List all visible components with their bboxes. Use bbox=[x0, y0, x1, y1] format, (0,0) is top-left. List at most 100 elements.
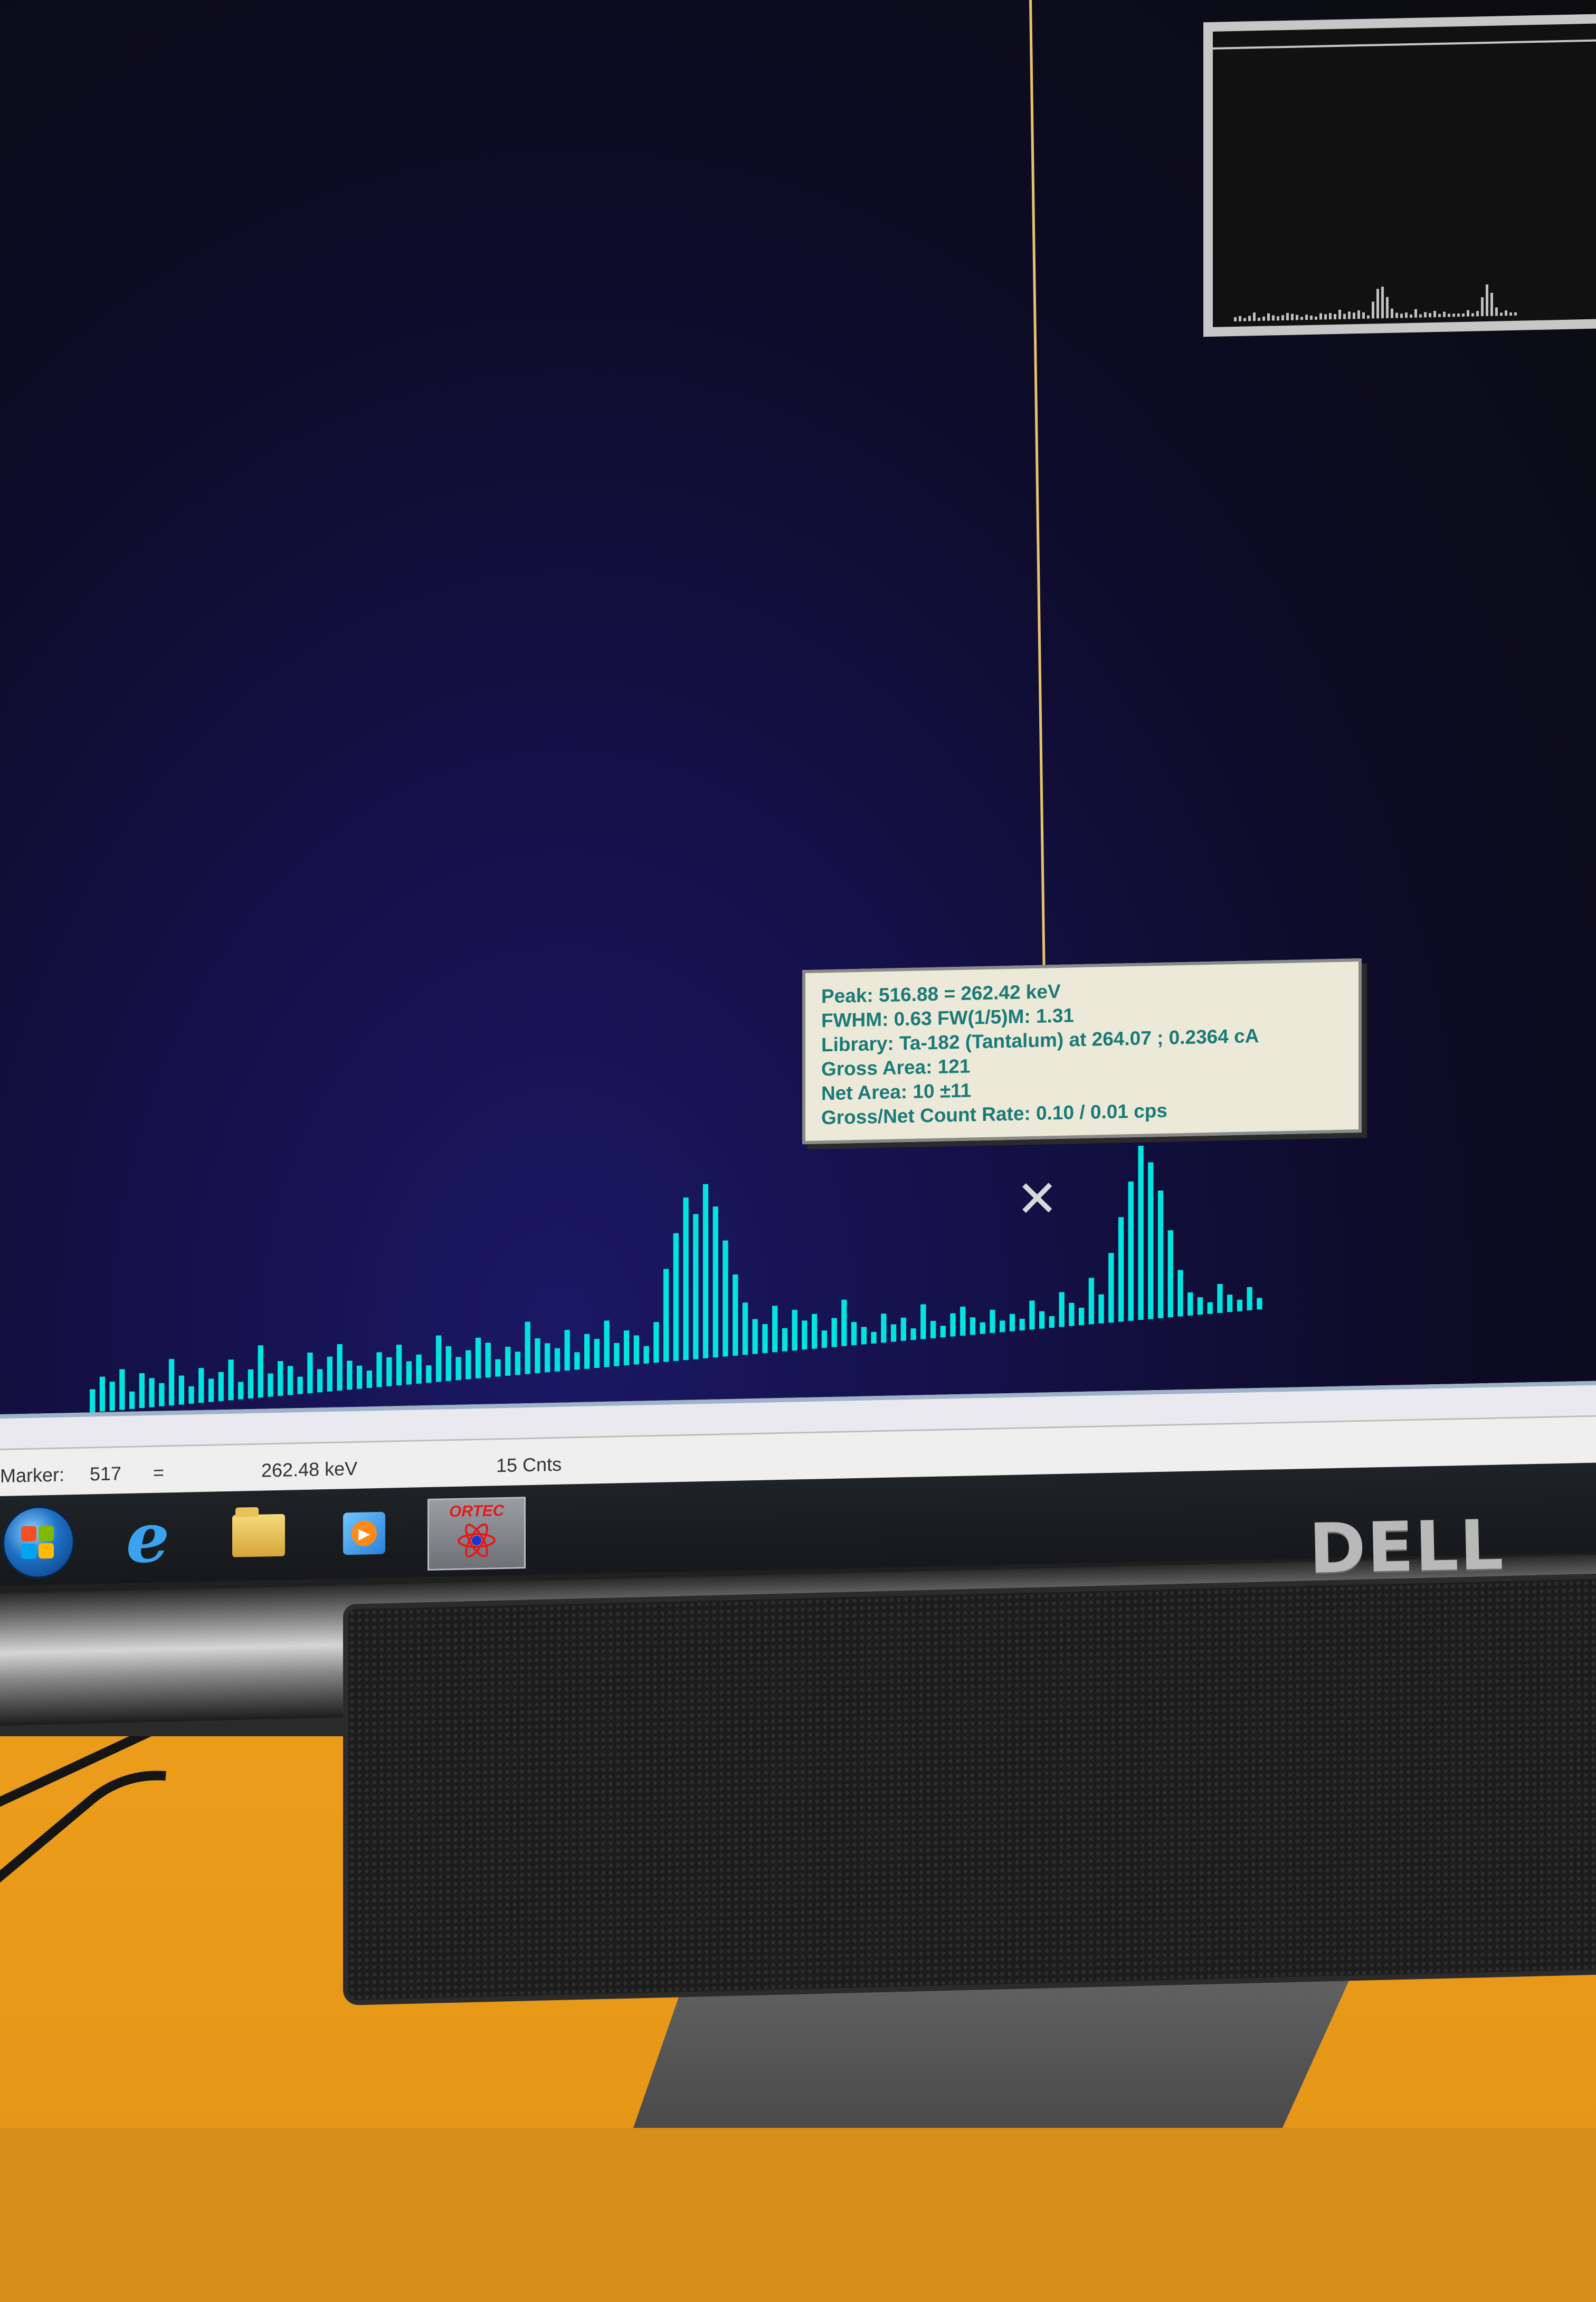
spectrum-bar bbox=[545, 1343, 550, 1373]
spectrum-bar bbox=[1039, 1311, 1045, 1329]
spectrum-bar bbox=[435, 1335, 442, 1382]
spectrum-bar bbox=[673, 1233, 679, 1361]
spectrum-bar bbox=[1078, 1307, 1085, 1326]
spectrum-bar bbox=[890, 1324, 897, 1342]
spectrum-bar bbox=[1059, 1292, 1065, 1327]
overview-bar bbox=[1414, 309, 1417, 318]
spectrum-bar bbox=[831, 1318, 837, 1347]
spectrum-bar bbox=[960, 1306, 966, 1336]
overview-bar bbox=[1239, 316, 1241, 321]
spectrum-bar bbox=[90, 1389, 96, 1413]
start-orb-icon[interactable] bbox=[2, 1505, 75, 1580]
overview-bar bbox=[1315, 316, 1317, 320]
media-player-icon[interactable]: ▶ bbox=[332, 1504, 396, 1563]
overview-bar bbox=[1329, 313, 1332, 320]
overview-bar bbox=[1372, 301, 1374, 319]
spectrum-bar bbox=[564, 1329, 570, 1371]
overview-bar bbox=[1514, 312, 1517, 316]
spectrum-bar bbox=[466, 1350, 471, 1380]
spectrum-bar bbox=[1098, 1294, 1104, 1324]
spectrum-bar bbox=[604, 1320, 610, 1367]
spectrum-bar bbox=[455, 1357, 461, 1381]
overview-bar bbox=[1262, 316, 1265, 321]
spectrum-bar bbox=[871, 1331, 877, 1344]
spectrum-bar bbox=[159, 1383, 165, 1406]
overview-bar bbox=[1443, 311, 1446, 317]
overview-bar bbox=[1438, 313, 1441, 317]
spectrum-bar bbox=[1157, 1190, 1164, 1318]
spectrum-bar bbox=[821, 1330, 827, 1348]
overview-bar bbox=[1386, 297, 1389, 318]
spectrum-bar bbox=[505, 1346, 511, 1376]
spectrum-bar bbox=[584, 1334, 590, 1369]
spectrum-bar bbox=[1227, 1295, 1233, 1312]
spectrum-bar bbox=[623, 1330, 630, 1366]
spectrum-bar bbox=[812, 1314, 818, 1349]
spectrum-bar bbox=[376, 1352, 382, 1387]
peak-info-tooltip: Peak: 516.88 = 262.42 keV FWHM: 0.63 FW(… bbox=[802, 958, 1362, 1145]
overview-bar bbox=[1310, 315, 1313, 320]
overview-bar bbox=[1419, 314, 1422, 318]
spectrum-bar bbox=[653, 1322, 659, 1363]
spectrum-bar bbox=[238, 1382, 244, 1400]
full-spectrum-overview[interactable] bbox=[1203, 13, 1596, 337]
marker-line[interactable] bbox=[1029, 0, 1046, 971]
spectrum-bar bbox=[702, 1184, 709, 1358]
overview-bar bbox=[1486, 284, 1488, 317]
spectrum-bar bbox=[337, 1344, 343, 1391]
spectrum-bar bbox=[1029, 1300, 1035, 1330]
spectrum-bar bbox=[990, 1309, 995, 1334]
overview-bar bbox=[1490, 292, 1493, 316]
spectrum-bar bbox=[1257, 1298, 1262, 1310]
overview-bar bbox=[1338, 309, 1341, 319]
spectrum-bar bbox=[900, 1317, 906, 1341]
spectrum-bar bbox=[910, 1328, 916, 1340]
marker-channel: 517 bbox=[90, 1462, 122, 1485]
overview-bar bbox=[1258, 317, 1260, 321]
overview-bar bbox=[1395, 312, 1398, 318]
spectrum-bar bbox=[733, 1274, 738, 1356]
overview-bar bbox=[1400, 313, 1403, 318]
overview-bar bbox=[1462, 313, 1465, 317]
spectrum-plot[interactable] bbox=[0, 1133, 1596, 1414]
overview-bar bbox=[1433, 311, 1436, 318]
spectrum-bar bbox=[683, 1197, 689, 1361]
spectrum-bar bbox=[1197, 1297, 1203, 1315]
spectrum-bar bbox=[970, 1317, 976, 1335]
file-explorer-icon[interactable] bbox=[227, 1506, 290, 1565]
overview-bar bbox=[1424, 312, 1427, 318]
overview-spectrum bbox=[1234, 282, 1596, 322]
spectrum-bar bbox=[248, 1369, 254, 1399]
overview-bar bbox=[1429, 313, 1431, 318]
spectrum-bar bbox=[317, 1369, 323, 1393]
spectrum-bar bbox=[594, 1338, 600, 1368]
overview-bar bbox=[1272, 315, 1275, 321]
overview-roi-line bbox=[1213, 39, 1596, 50]
spectrum-bar bbox=[139, 1373, 145, 1409]
spectrum-bar bbox=[1000, 1320, 1005, 1333]
speaker-grille bbox=[343, 1573, 1596, 2005]
internet-explorer-icon[interactable]: e bbox=[126, 1497, 170, 1579]
marker-counts: 15 Cnts bbox=[496, 1453, 562, 1477]
overview-bar bbox=[1348, 311, 1351, 319]
spectrum-bar bbox=[416, 1354, 422, 1384]
overview-bar bbox=[1376, 289, 1379, 319]
spectrum-bar bbox=[426, 1365, 432, 1383]
spectrum-bar bbox=[386, 1357, 392, 1386]
spectrum-bar bbox=[119, 1369, 125, 1410]
spectrum-bar bbox=[643, 1346, 649, 1364]
spectrum-bar bbox=[920, 1304, 926, 1339]
spectrum-bar bbox=[406, 1361, 412, 1385]
ortec-label: ORTEC bbox=[449, 1501, 505, 1521]
overview-bar bbox=[1457, 313, 1460, 317]
ortec-maestro-icon[interactable]: ORTEC bbox=[428, 1497, 526, 1571]
spectrum-bar bbox=[1207, 1302, 1213, 1314]
overview-bar bbox=[1248, 316, 1251, 321]
spectrum-window[interactable]: ✕ Peak: 516.88 = 262.42 keV FWHM: 0.63 F… bbox=[0, 0, 1596, 1414]
spectrum-bar bbox=[1217, 1283, 1223, 1313]
spectrum-bar bbox=[307, 1352, 313, 1394]
spectrum-bar bbox=[129, 1391, 135, 1409]
spectrum-bar bbox=[574, 1352, 580, 1370]
overview-bar bbox=[1267, 313, 1270, 321]
spectrum-bar bbox=[149, 1378, 155, 1407]
